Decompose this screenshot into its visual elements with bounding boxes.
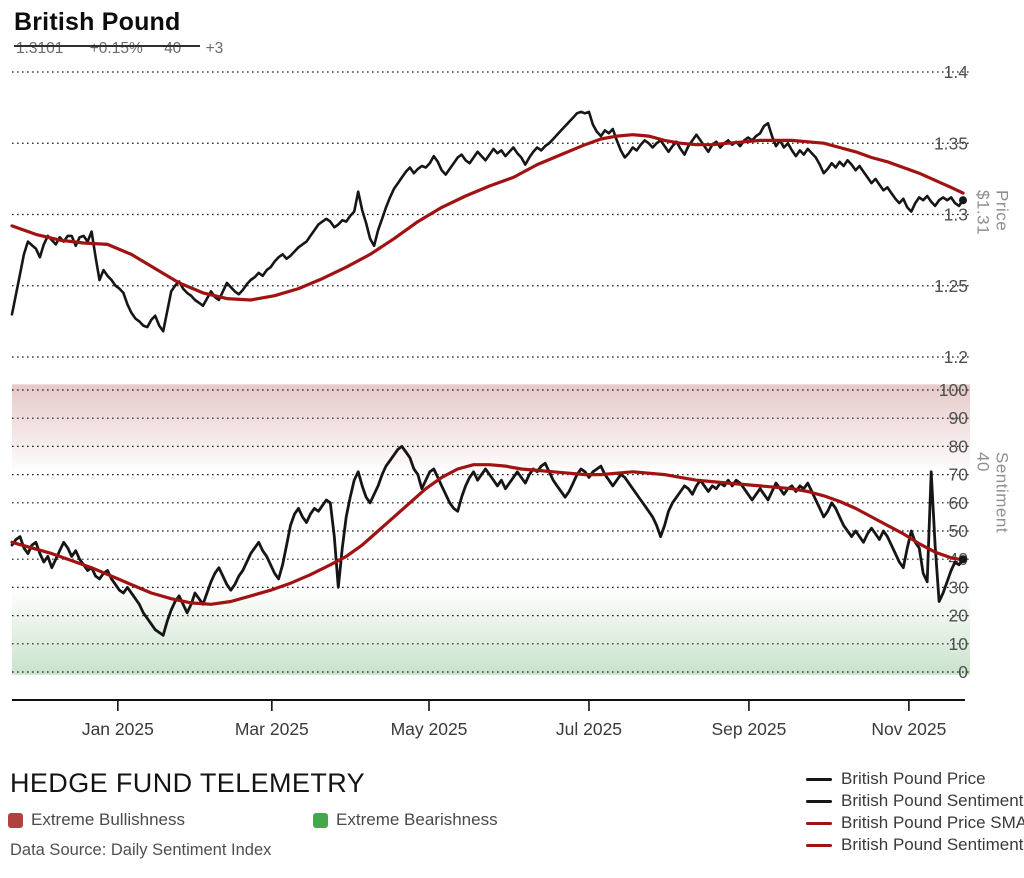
- band-extreme-bearishness: [12, 587, 970, 675]
- sentiment-axis-tick-label: 100: [939, 380, 968, 400]
- quote-summary: 1.3101 +0.15% 40 +3: [16, 40, 223, 58]
- sentiment-axis-title-value: 40: [973, 452, 993, 472]
- price-axis-tick-label: 1.35: [934, 133, 968, 153]
- sentiment-axis-tick-label: 80: [949, 436, 969, 456]
- series-end-marker: [959, 196, 967, 205]
- last-price-value: 1.3101: [16, 40, 64, 57]
- series-line-british-pound-price: [10, 110, 965, 333]
- x-axis-tick-label: Jul 2025: [556, 719, 622, 739]
- legend-item: British Pound Sentiment: [800, 790, 1024, 812]
- legend-item: British Pound Price SMA: [800, 812, 1024, 834]
- sentiment-axis-tick-label: 70: [949, 465, 969, 485]
- bearish-legend-label: Extreme Bearishness: [336, 810, 498, 829]
- x-axis-tick-label: May 2025: [391, 719, 468, 739]
- price-axis-tick-label: 1.4: [944, 62, 969, 82]
- series-line-british-pound-sentiment-sma: [10, 463, 965, 606]
- x-axis-tick-label: Mar 2025: [235, 719, 309, 739]
- legend-line-sample-icon: [806, 821, 832, 825]
- sentiment-axis-tick-label: 50: [949, 521, 969, 541]
- sentiment-axis-tick-label: 20: [949, 606, 969, 626]
- legend-item-label: British Pound Sentiment: [841, 791, 1024, 810]
- sentiment-change-value: +3: [205, 40, 224, 57]
- legend-item: British Pound Sentiment SMA: [800, 834, 1024, 856]
- bearish-swatch-icon: [313, 812, 329, 828]
- price-axis-tick-label: 1.2: [944, 347, 968, 367]
- band-legend: Extreme Bullishness Extreme Bearishness: [8, 810, 524, 830]
- sentiment-axis-tick-label: 10: [949, 634, 969, 654]
- price-axis-tick-label: 1.3: [944, 205, 968, 225]
- title-underline: [14, 45, 200, 47]
- legend-line-sample-icon: [806, 843, 832, 847]
- page-title: British Pound: [14, 8, 181, 36]
- sentiment-axis-title-name: Sentiment: [992, 452, 1012, 534]
- legend-line-sample-icon: [806, 799, 832, 803]
- sentiment-axis-tick-label: 0: [958, 662, 968, 682]
- sentiment-axis-tick-label: 60: [949, 493, 969, 513]
- x-axis-tick-label: Sep 2025: [711, 719, 786, 739]
- change-percent-value: +0.15%: [89, 40, 143, 57]
- series-legend: British Pound Price British Pound Sentime…: [800, 768, 1024, 856]
- sentiment-axis-title: Sentiment 40: [973, 452, 1012, 534]
- bullish-legend-label: Extreme Bullishness: [31, 810, 186, 829]
- price-axis-title: Price $1.31: [973, 190, 1012, 236]
- sentiment-value: 40: [164, 40, 182, 57]
- series-line-british-pound-price-sma: [10, 133, 965, 302]
- price-axis-tick-label: 1.25: [934, 276, 968, 296]
- x-axis-tick-label: Jan 2025: [82, 719, 154, 739]
- price-axis-title-name: Price: [992, 190, 1012, 232]
- price-axis-title-value: $1.31: [973, 190, 993, 236]
- bullish-swatch-icon: [8, 812, 23, 828]
- legend-line-sample-icon: [806, 777, 832, 781]
- legend-item-label: British Pound Sentiment SMA: [841, 835, 1024, 854]
- x-axis-tick-label: Nov 2025: [871, 719, 946, 739]
- sentiment-axis-tick-label: 90: [949, 408, 969, 428]
- legend-item: British Pound Price: [800, 768, 1024, 790]
- band-extreme-bullishness: [12, 384, 970, 475]
- data-source-note: Data Source: Daily Sentiment Index: [10, 841, 272, 859]
- series-end-marker: [959, 555, 967, 564]
- legend-item-label: British Pound Price SMA: [841, 813, 1024, 832]
- legend-item-label: British Pound Price: [841, 769, 986, 788]
- sentiment-axis-tick-label: 30: [949, 577, 969, 597]
- brand-title: HEDGE FUND TELEMETRY: [10, 768, 366, 798]
- series-line-british-pound-sentiment: [10, 445, 965, 637]
